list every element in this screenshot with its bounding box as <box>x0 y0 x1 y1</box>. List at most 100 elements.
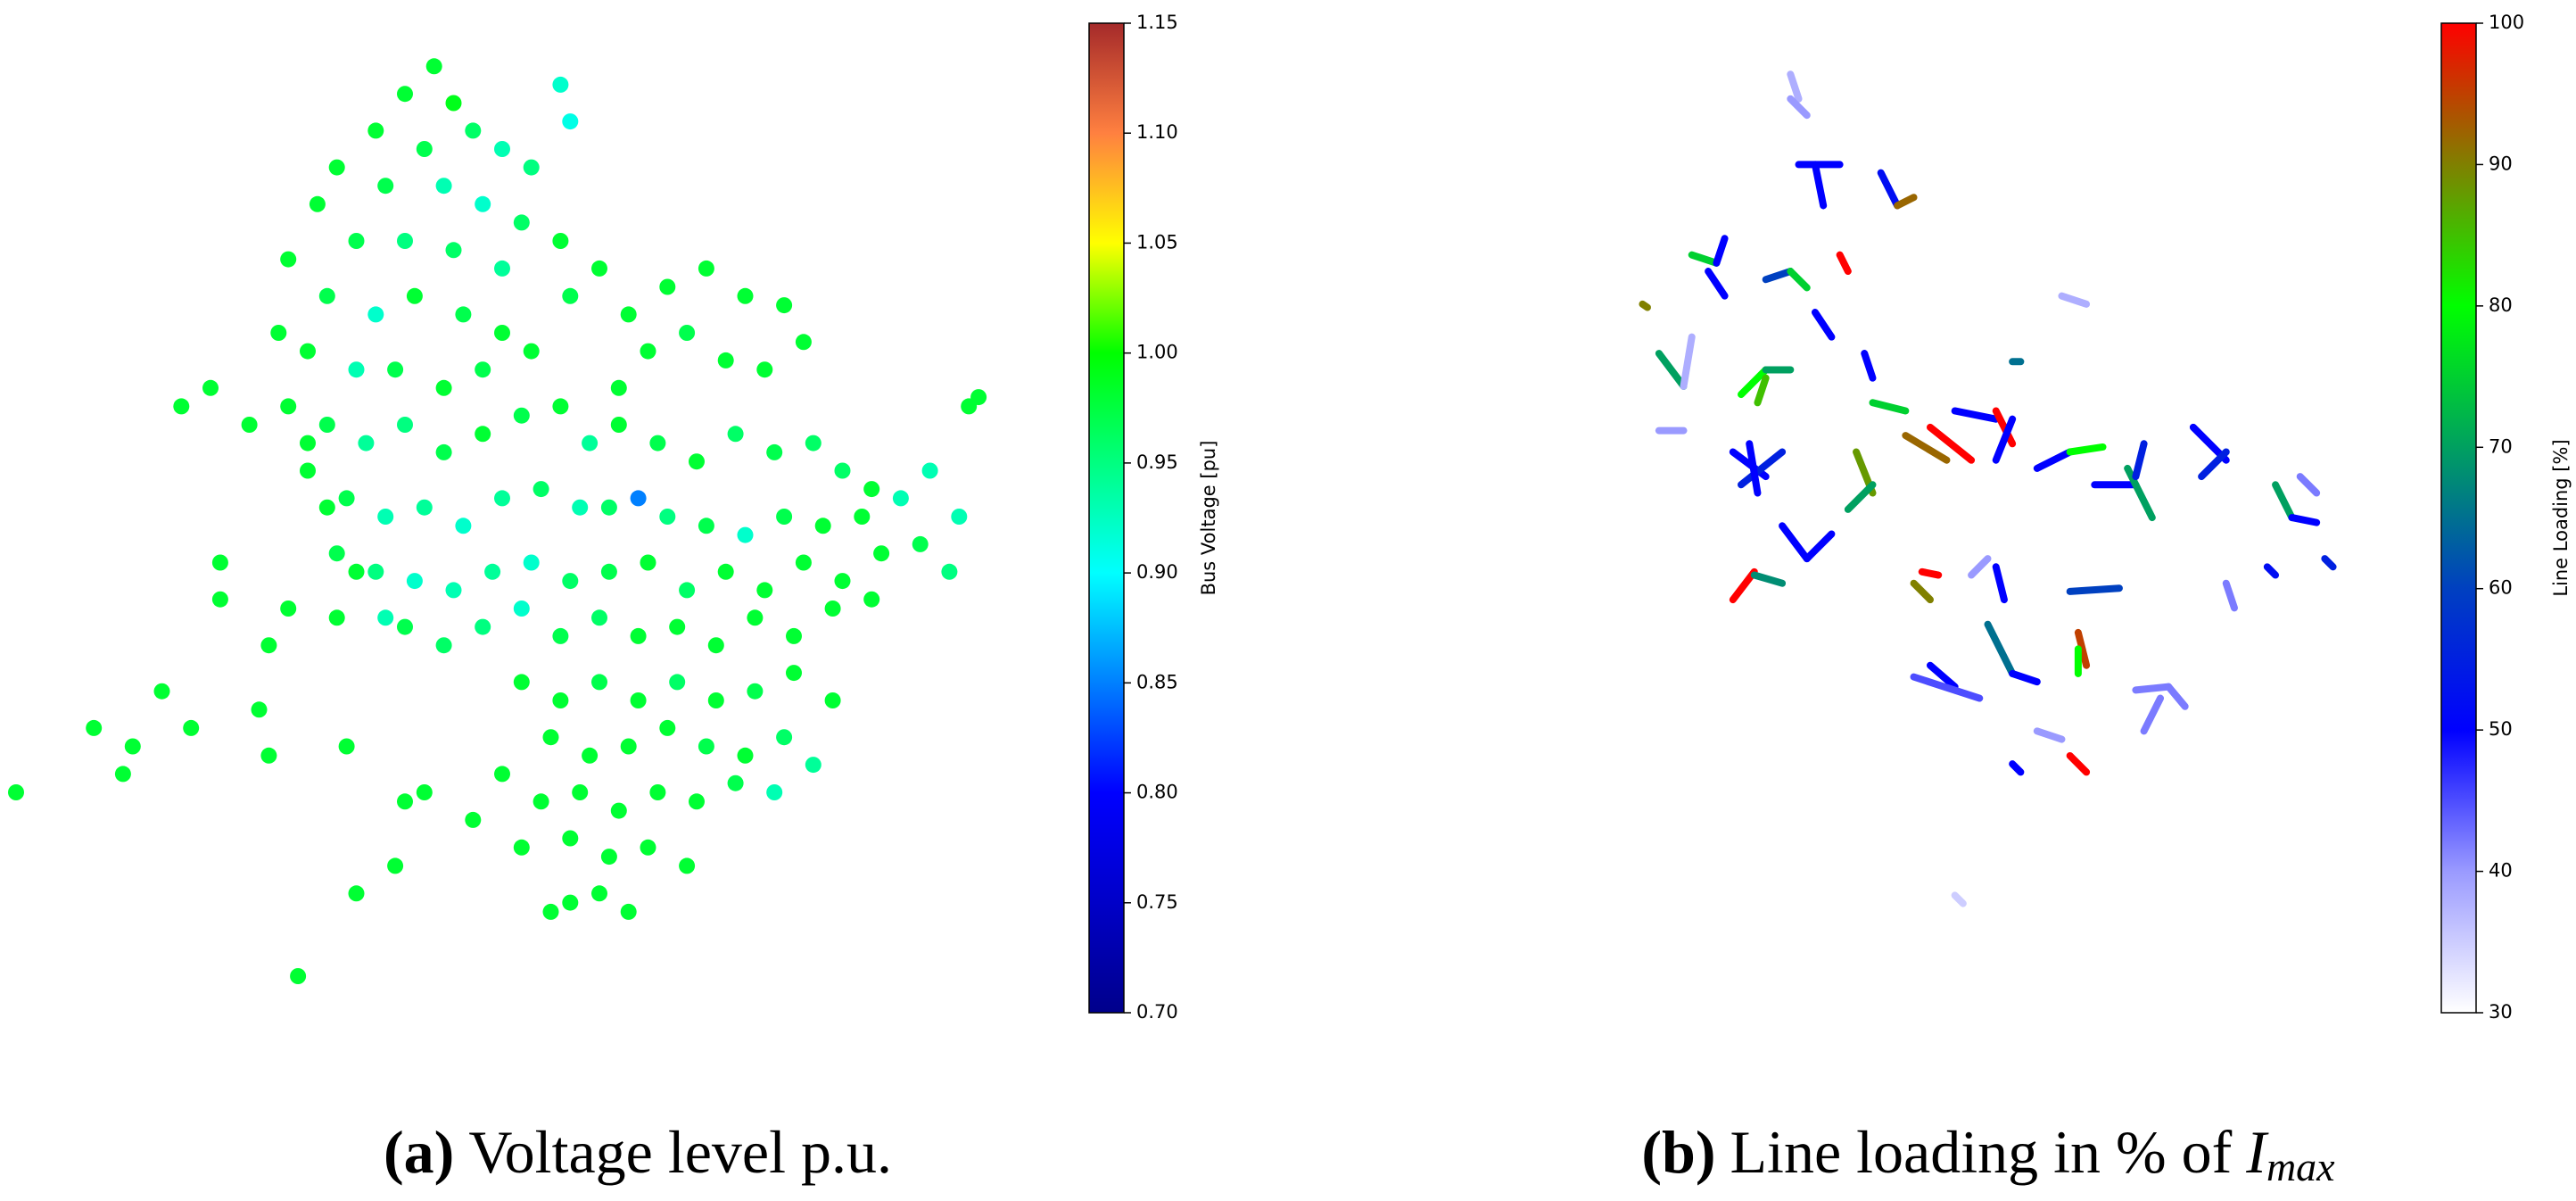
bus-point <box>202 379 219 396</box>
line-segment <box>2124 464 2156 522</box>
bus-point <box>475 195 491 212</box>
bus-point <box>591 885 607 902</box>
bus-point <box>445 582 462 599</box>
bus-point <box>659 509 676 525</box>
bus-point <box>435 379 452 396</box>
line-segment <box>1992 563 2008 604</box>
line-segment <box>2132 683 2173 694</box>
bus-point <box>776 729 793 746</box>
colorbar-tick-label: 0.95 <box>1136 451 1178 473</box>
line-segment <box>2165 683 2189 710</box>
line-segment <box>1894 194 1918 210</box>
line-segment <box>1750 571 1787 587</box>
bus-point <box>941 563 958 580</box>
bus-point <box>727 774 744 791</box>
bus-point <box>542 903 559 920</box>
bus-point <box>513 600 530 617</box>
colorbar-tick-label: 40 <box>2489 860 2513 882</box>
line-segment <box>1984 620 2017 677</box>
bus-point <box>367 563 384 580</box>
bus-point <box>348 233 365 249</box>
line-segment <box>1746 440 1762 497</box>
bus-point <box>475 361 491 378</box>
bus-point <box>834 462 851 479</box>
bus-point <box>435 637 452 654</box>
line-segment <box>1729 567 1758 604</box>
bus-point <box>523 343 540 360</box>
line-segment <box>2009 760 2025 776</box>
line-segment <box>1639 300 1651 311</box>
bus-point <box>737 287 754 304</box>
line-segment <box>1902 432 1951 464</box>
caption-math-sub: max <box>2266 1144 2335 1189</box>
bus-point <box>494 260 510 277</box>
bus-point <box>338 490 355 507</box>
bus-point <box>562 573 579 590</box>
bus-point <box>416 784 433 800</box>
bus-point <box>679 582 696 599</box>
line-segment <box>1992 415 2017 464</box>
line-segment <box>2198 448 2230 481</box>
bus-point <box>348 885 365 902</box>
bus-point <box>465 811 482 828</box>
bus-point <box>173 398 190 415</box>
bus-point <box>416 141 433 157</box>
bus-point <box>824 600 841 617</box>
bus-point <box>397 793 413 810</box>
bus-point <box>377 509 394 525</box>
bus-point <box>280 398 297 415</box>
line-segment <box>1803 530 1836 563</box>
line-segment <box>1926 661 1959 691</box>
bus-point <box>659 719 676 736</box>
bus-point <box>300 343 316 360</box>
bus-point <box>698 738 714 755</box>
bus-point <box>494 325 510 341</box>
bus-point <box>610 417 627 433</box>
line-segment <box>2263 563 2280 579</box>
bus-point <box>153 683 170 700</box>
line-segment <box>1968 555 1992 579</box>
bus-point <box>786 665 802 682</box>
bus-point <box>552 692 569 708</box>
bus-point <box>533 793 549 810</box>
bus-point <box>338 738 355 755</box>
bus-point <box>591 260 607 277</box>
line-segment <box>2074 628 2091 669</box>
bus-point <box>854 509 871 525</box>
bus-point <box>600 499 617 516</box>
caption: (a) Voltage level p.u. <box>384 1118 892 1186</box>
bus-point <box>649 435 666 451</box>
bus-point <box>873 545 890 562</box>
bus-point <box>737 526 754 543</box>
colorbar-tick-label: 100 <box>2489 12 2524 33</box>
bus-point <box>795 554 812 571</box>
bus-point <box>377 609 394 626</box>
bus-point <box>582 747 599 764</box>
colorbar-label: Line Loading [%] <box>2550 439 2572 596</box>
line-segment <box>2009 669 2041 686</box>
bus-point <box>211 591 228 608</box>
bus-point <box>377 178 394 195</box>
colorbar-tick-label: 1.05 <box>1136 231 1178 253</box>
line-segment <box>1811 161 1828 210</box>
bus-point <box>707 637 724 654</box>
line-segment <box>2033 727 2066 743</box>
bus-point <box>397 417 413 433</box>
bus-point <box>513 674 530 691</box>
bus-point <box>640 554 656 571</box>
bus-point <box>387 361 404 378</box>
bus-point <box>8 784 24 800</box>
bus-point <box>747 609 764 626</box>
line-segment <box>2066 751 2091 776</box>
line-segment <box>1754 374 1770 407</box>
line-segment <box>1655 350 1688 390</box>
bus-point <box>679 857 696 874</box>
bus-point <box>562 830 579 847</box>
bus-point <box>756 361 773 378</box>
bus-point <box>475 426 491 443</box>
bus-point <box>834 573 851 590</box>
bus-point <box>679 325 696 341</box>
bus-point <box>406 573 423 590</box>
line-segment <box>2272 481 2296 522</box>
